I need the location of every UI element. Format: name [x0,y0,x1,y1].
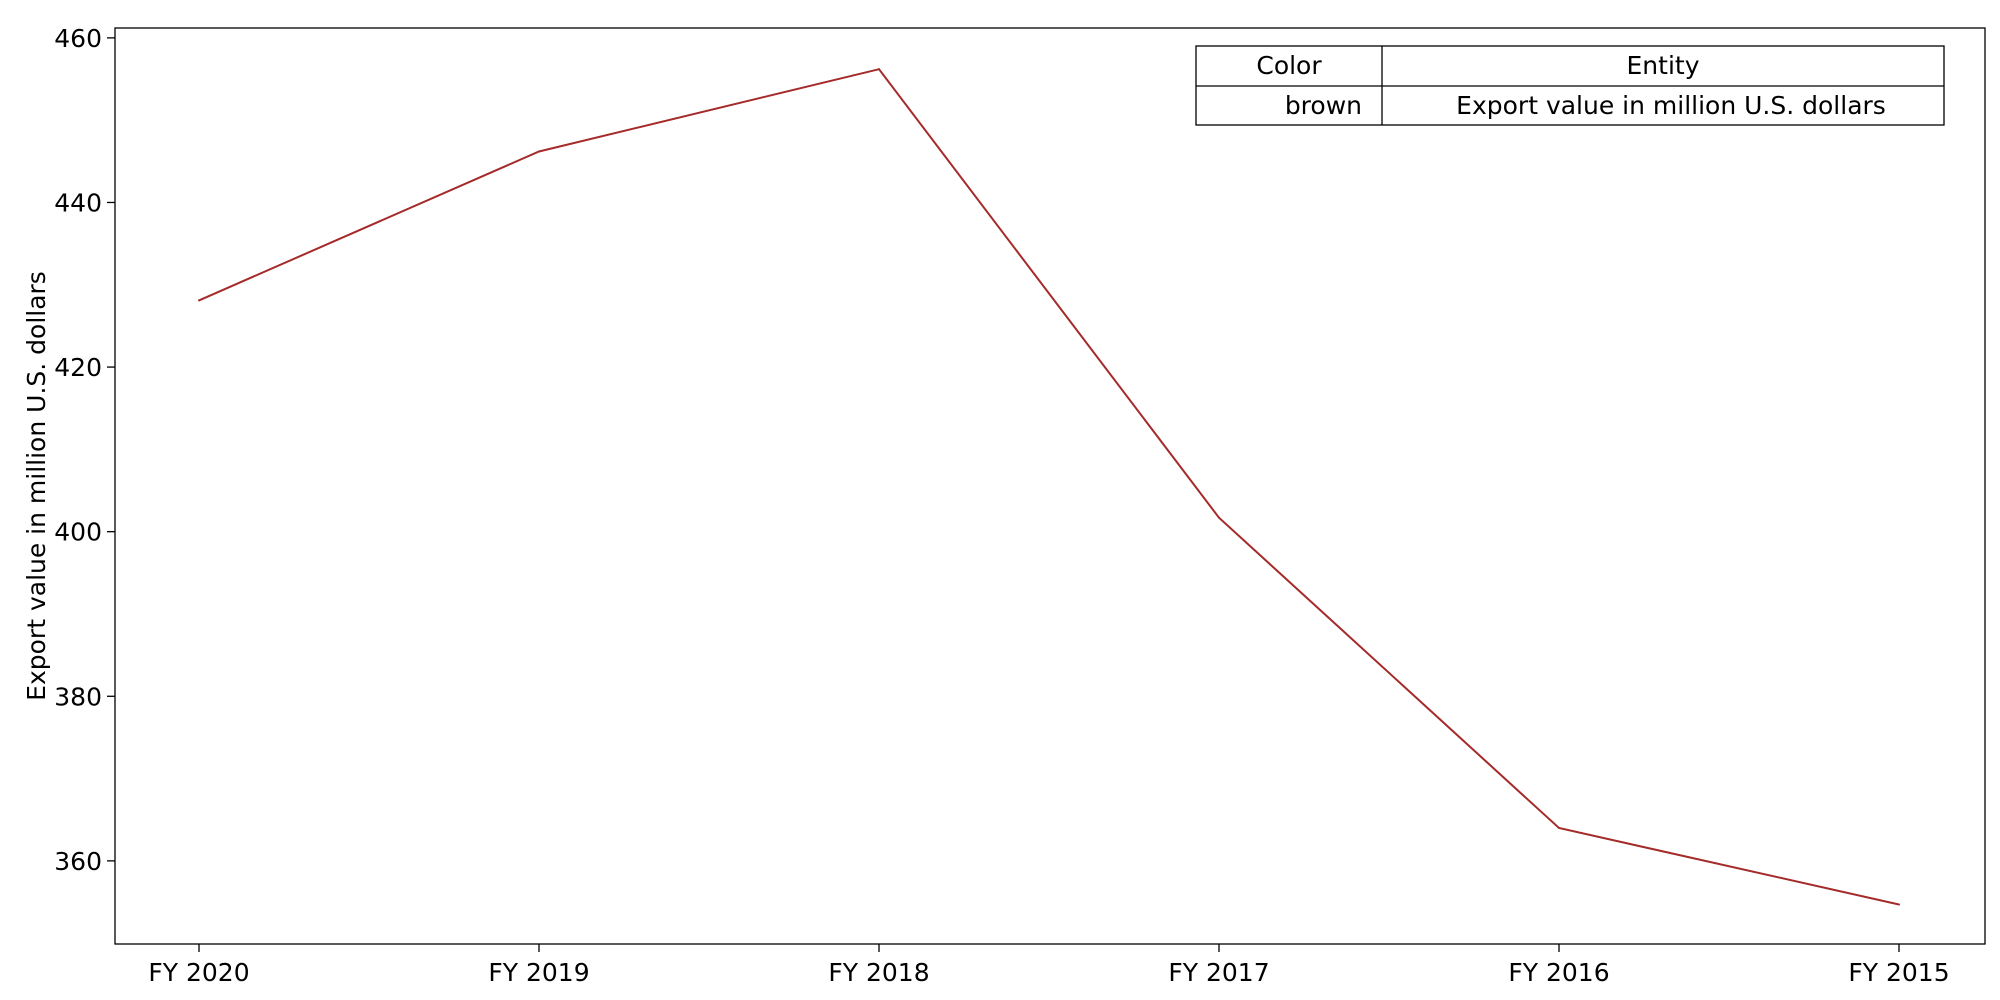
data-point [878,68,880,71]
data-point [1218,516,1220,519]
legend-header-entity: Entity [1627,51,1700,80]
x-tick-label: FY 2016 [1508,958,1609,987]
y-tick-label: 380 [54,682,102,711]
legend-cell-color: brown [1285,91,1362,120]
x-tick-label: FY 2020 [148,958,249,987]
series-layer [198,68,1900,906]
x-tick-label: FY 2019 [488,958,589,987]
y-tick-label: 460 [54,24,102,53]
y-axis-label: Export value in million U.S. dollars [22,271,51,701]
data-point [538,150,540,153]
x-tick-label: FY 2018 [828,958,929,987]
legend-header-color: Color [1256,51,1322,80]
legend-table: Color Entity brown Export value in milli… [1195,45,1945,126]
y-axis-ticks: 360 380 400 420 440 460 [54,24,115,876]
plot-area-frame [114,27,1986,945]
data-point [1558,826,1560,829]
y-tick-label: 400 [54,518,102,547]
x-axis-ticks: FY 2020 FY 2019 FY 2018 FY 2017 FY 2016 FY 20… [148,944,1950,987]
y-tick-label: 420 [54,353,102,382]
x-tick-label: FY 2015 [1848,958,1949,987]
y-tick-label: 360 [54,847,102,876]
data-point [1898,903,1900,906]
legend-cell-entity: Export value in million U.S. dollars [1456,91,1886,120]
x-tick-label: FY 2017 [1168,958,1269,987]
y-tick-label: 440 [54,188,102,217]
series-line [198,68,1900,906]
data-point [198,299,200,302]
